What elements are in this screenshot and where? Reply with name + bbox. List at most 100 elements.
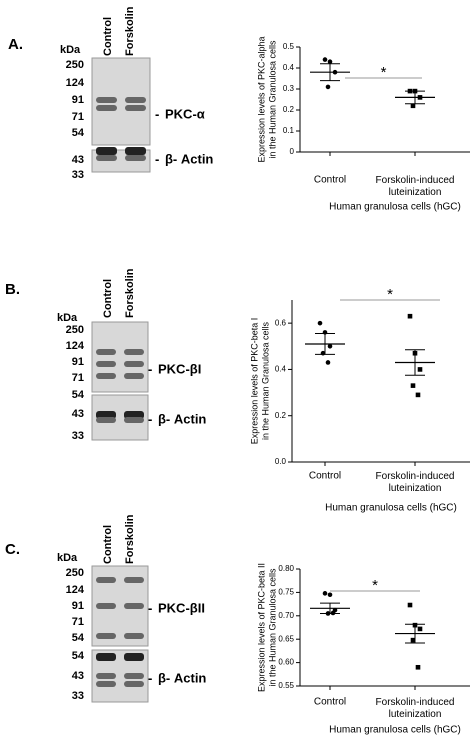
blot-band <box>96 373 116 379</box>
y-tick-label: 0.3 <box>283 84 295 93</box>
significance-star: * <box>387 286 393 303</box>
blot-band <box>124 373 144 379</box>
marker-label: 43 <box>72 154 84 166</box>
lane-label: Forskolin <box>124 268 136 318</box>
blot-band <box>96 349 116 355</box>
marker-label: 124 <box>66 77 85 89</box>
band-dash: - <box>148 411 152 426</box>
y-axis-label: in the Human Granulosa cells <box>267 40 277 159</box>
x-tick-label: Control <box>314 697 346 708</box>
panel-label: B. <box>5 281 20 298</box>
band-dash: - <box>155 106 159 121</box>
data-point <box>327 59 333 64</box>
blot-band <box>96 681 116 687</box>
y-tick-label: 0.60 <box>278 658 294 667</box>
data-point <box>410 637 416 643</box>
data-point <box>410 383 416 388</box>
marker-label: 91 <box>72 600 84 612</box>
blot-band <box>125 97 146 103</box>
blot-band <box>124 603 144 609</box>
data-point <box>417 367 423 372</box>
lane-label: Control <box>102 17 114 56</box>
kda-label: kDa <box>57 552 78 564</box>
marker-label: 54 <box>72 632 85 644</box>
band-dash: - <box>148 361 152 376</box>
blot-band <box>124 417 144 423</box>
band-label: β- Actin <box>165 151 213 166</box>
band-label: PKC-βII <box>158 600 205 615</box>
y-tick-label: 0.5 <box>283 42 295 51</box>
y-axis-label: Expression levels of PKC-beta II <box>256 563 266 692</box>
marker-label: 250 <box>66 59 84 71</box>
blot-band <box>96 653 116 661</box>
marker-label: 71 <box>72 616 84 628</box>
marker-label: 91 <box>72 94 84 106</box>
kda-label: kDa <box>60 44 81 56</box>
x-tick-label: Control <box>314 175 346 186</box>
y-tick-label: 0.2 <box>275 411 287 420</box>
marker-label: 71 <box>72 372 84 384</box>
blot-band <box>96 155 117 161</box>
data-point <box>317 320 323 326</box>
x-tick-label: Forskolin-induced luteinization <box>376 175 455 198</box>
data-point <box>325 84 331 90</box>
data-point <box>327 592 333 598</box>
kda-label: kDa <box>57 312 78 324</box>
blot-image <box>91 321 149 393</box>
lane-label: Control <box>102 525 114 564</box>
significance-star: * <box>381 64 387 81</box>
blot-band <box>96 633 116 639</box>
blot-band <box>96 603 116 609</box>
significance-star: * <box>372 577 378 594</box>
panel-label: A. <box>8 36 23 53</box>
marker-label: 43 <box>72 670 84 682</box>
blot-band <box>124 653 144 661</box>
blot-band <box>96 577 116 583</box>
marker-label: 250 <box>66 324 84 336</box>
blot-band <box>124 361 144 367</box>
blot-band <box>124 577 144 583</box>
band-label: β- Actin <box>158 411 206 426</box>
lane-label: Forskolin <box>124 514 136 564</box>
y-tick-label: 0.55 <box>278 681 294 690</box>
y-tick-label: 0.0 <box>275 457 287 466</box>
y-tick-label: 0.6 <box>275 318 287 327</box>
panel-label: C. <box>5 541 20 558</box>
y-tick-label: 0 <box>290 147 295 156</box>
marker-label: 71 <box>72 111 84 123</box>
marker-label: 91 <box>72 356 84 368</box>
blot-band <box>124 633 144 639</box>
blot-band <box>96 105 117 111</box>
blot-band <box>125 147 146 155</box>
data-point <box>410 103 416 109</box>
y-axis-label: Expression levels of PKC-beta I <box>249 318 259 445</box>
blot-band <box>96 673 116 679</box>
x-tick-label: Control <box>309 471 341 482</box>
y-tick-label: 0.1 <box>283 126 295 135</box>
marker-label: 250 <box>66 567 84 579</box>
marker-label: 43 <box>72 408 84 420</box>
y-tick-label: 0.70 <box>278 611 294 620</box>
data-point <box>407 313 413 319</box>
data-point <box>415 664 421 670</box>
marker-label: 54 <box>72 389 85 401</box>
band-dash: - <box>148 600 152 615</box>
blot-band <box>96 361 116 367</box>
blot-band <box>96 417 116 423</box>
marker-label: 124 <box>66 340 85 352</box>
data-point <box>407 602 413 608</box>
marker-label: 54 <box>72 650 85 662</box>
x-axis-title: Human granulosa cells (hGC) <box>329 202 461 213</box>
lane-label: Control <box>102 279 114 318</box>
x-tick-label: Forskolin-induced luteinization <box>376 697 455 720</box>
y-tick-label: 0.65 <box>278 634 294 643</box>
data-point <box>415 392 421 398</box>
blot-band <box>124 349 144 355</box>
y-axis-label: in the Human Granulosa cells <box>267 568 277 687</box>
y-tick-label: 0.2 <box>283 105 295 114</box>
band-dash: - <box>148 670 152 685</box>
data-point <box>417 626 423 632</box>
y-tick-label: 0.4 <box>283 63 295 72</box>
